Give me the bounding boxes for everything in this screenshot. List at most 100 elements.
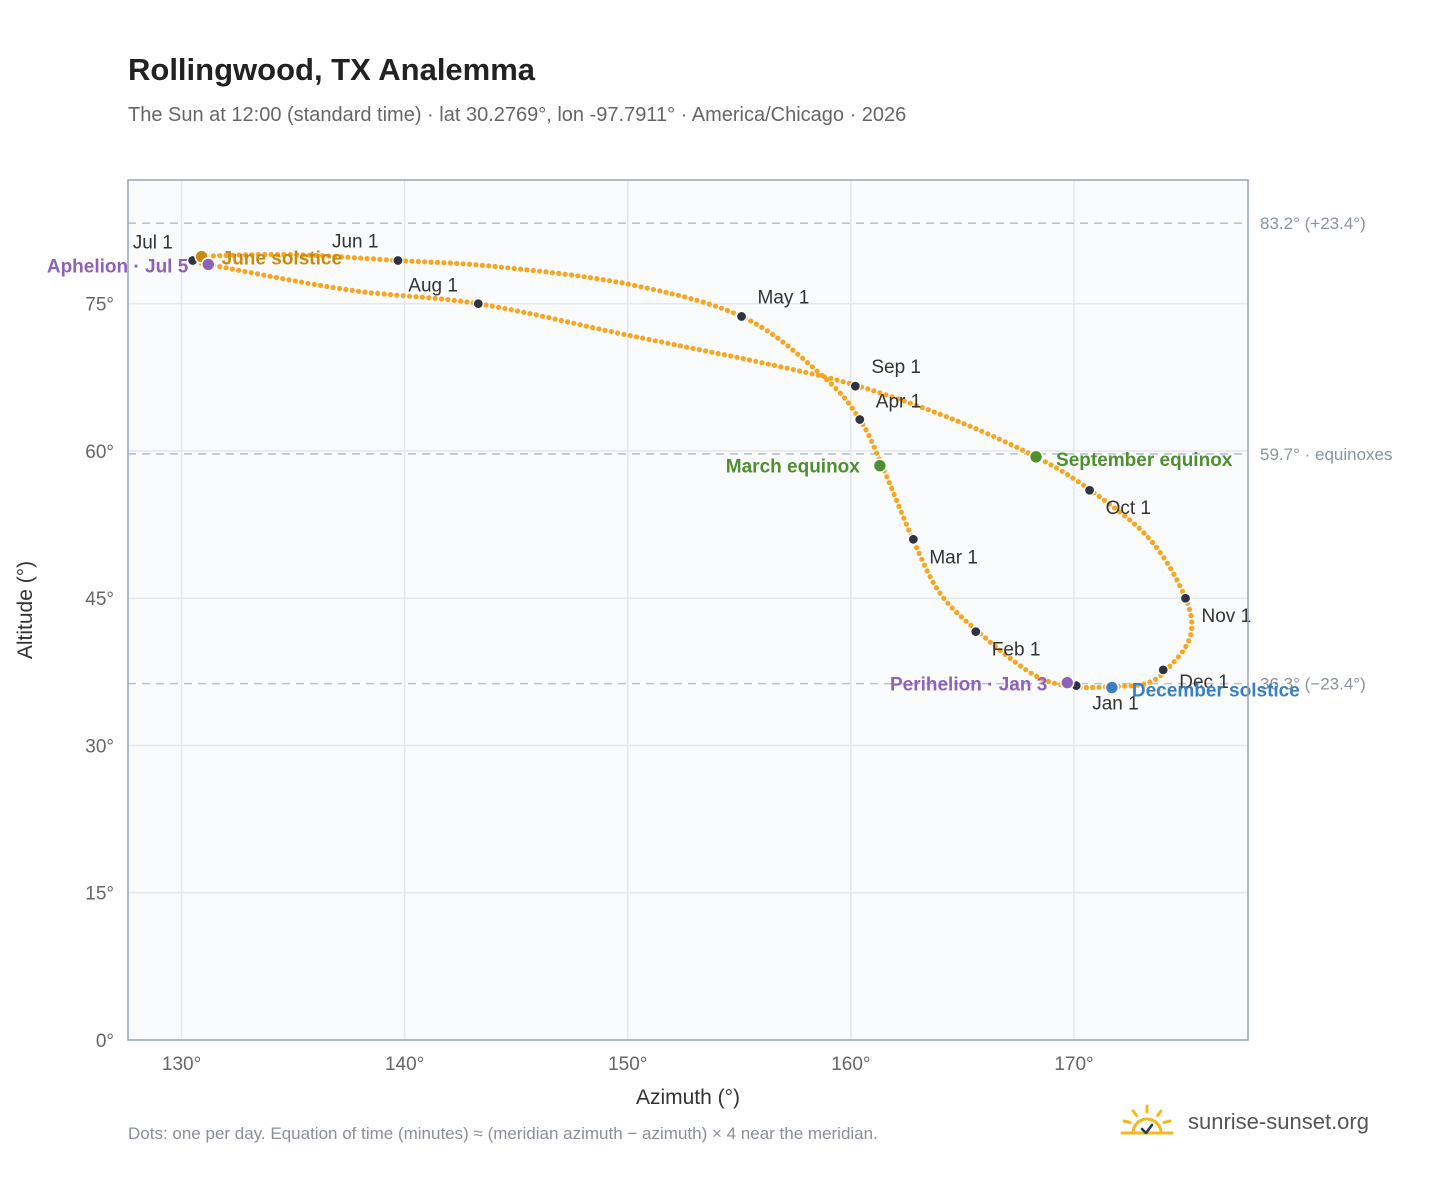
daily-dot [715, 350, 721, 357]
x-tick-label: 130° [162, 1054, 201, 1075]
plot-background [128, 180, 1248, 1040]
daily-dot [274, 251, 281, 258]
daily-dot [933, 585, 940, 591]
month-marker [1083, 484, 1096, 496]
daily-dot [721, 352, 728, 358]
daily-dot [248, 270, 254, 276]
daily-dot [913, 402, 919, 408]
daily-dot [402, 258, 409, 264]
daily-dot [349, 287, 355, 293]
daily-dot [217, 253, 223, 259]
daily-dot [889, 485, 895, 492]
daily-dot [803, 369, 809, 375]
daily-dot [364, 255, 370, 262]
event-marker [1059, 675, 1075, 690]
month-marker [392, 254, 404, 267]
month-label: Oct 1 [1106, 498, 1151, 519]
daily-dot [633, 334, 640, 340]
x-axis-label: Azimuth (°) [636, 1086, 740, 1109]
daily-dot [841, 395, 848, 401]
daily-dot [930, 579, 936, 585]
y-tick-label: 75° [85, 295, 114, 316]
daily-dot [565, 319, 571, 325]
daily-dot [533, 312, 539, 318]
daily-dot [753, 321, 760, 327]
daily-dot [1052, 680, 1058, 686]
month-label: Nov 1 [1202, 606, 1252, 627]
daily-dot [764, 328, 770, 334]
daily-dot [646, 336, 652, 343]
daily-dot [1167, 663, 1173, 670]
y-tick-label: 0° [96, 1031, 114, 1052]
daily-dot [1048, 462, 1054, 468]
daily-dot [451, 297, 457, 303]
y-tick-label: 15° [85, 884, 114, 905]
daily-dot [337, 285, 343, 292]
daily-dot [677, 343, 684, 349]
daily-dot [775, 335, 781, 341]
daily-dot [394, 292, 400, 298]
daily-dot [982, 635, 989, 641]
reference-line-label: 59.7° · equinoxes [1260, 445, 1393, 464]
daily-dot [299, 279, 305, 285]
event-marker [1028, 449, 1044, 465]
daily-dot [901, 515, 907, 521]
daily-dot [351, 255, 357, 261]
daily-dot [575, 273, 581, 279]
month-label: Aug 1 [408, 276, 458, 297]
month-label: Mar 1 [929, 547, 978, 568]
y-tick-label: 60° [85, 442, 114, 463]
daily-dot [345, 254, 351, 260]
daily-dot [280, 276, 286, 282]
x-tick-label: 150° [608, 1054, 647, 1075]
daily-dot [663, 289, 669, 295]
month-marker [472, 298, 484, 310]
daily-dot [587, 275, 594, 281]
daily-dot [1007, 655, 1013, 662]
daily-dot [1122, 683, 1128, 689]
daily-dot [422, 259, 428, 265]
daily-dot [1090, 684, 1096, 691]
daily-dot [505, 265, 511, 271]
daily-dot [236, 267, 242, 273]
daily-dot [419, 294, 425, 300]
event-label: June solstice [222, 249, 342, 270]
daily-dot [268, 251, 274, 258]
daily-dot [1127, 517, 1133, 523]
daily-dot [780, 339, 786, 345]
daily-dot [1008, 441, 1014, 448]
daily-dot [1153, 544, 1159, 551]
daily-dot [383, 257, 389, 263]
daily-dot [338, 254, 345, 260]
daily-dot [330, 284, 336, 291]
daily-dot [1014, 444, 1020, 450]
daily-dot [236, 252, 242, 258]
daily-dot [527, 311, 533, 317]
daily-dot [432, 295, 438, 301]
daily-dot [901, 398, 907, 404]
daily-dot [318, 282, 324, 288]
daily-dot [937, 411, 943, 417]
event-label: Perihelion · Jan 3 [890, 675, 1047, 696]
daily-dot [790, 367, 796, 373]
daily-dot [229, 266, 235, 272]
brand[interactable]: sunrise-sunset.org [1120, 1102, 1369, 1142]
x-tick-label: 140° [385, 1054, 424, 1075]
daily-dot [804, 360, 811, 366]
daily-dot [866, 433, 872, 439]
brand-name: sunrise-sunset.org [1188, 1109, 1369, 1134]
daily-dot [306, 252, 313, 258]
daily-dot [961, 421, 967, 427]
daily-dot [518, 266, 524, 272]
daily-dot [795, 351, 801, 357]
daily-dot [1164, 560, 1170, 566]
daily-dot [1128, 683, 1134, 689]
event-label: December solstice [1132, 681, 1300, 702]
daily-dot [606, 278, 613, 284]
daily-dot [1042, 459, 1048, 465]
daily-dot [1017, 663, 1024, 669]
daily-dot [659, 339, 665, 345]
event-label: March equinox [726, 457, 861, 478]
daily-dot [968, 622, 974, 629]
